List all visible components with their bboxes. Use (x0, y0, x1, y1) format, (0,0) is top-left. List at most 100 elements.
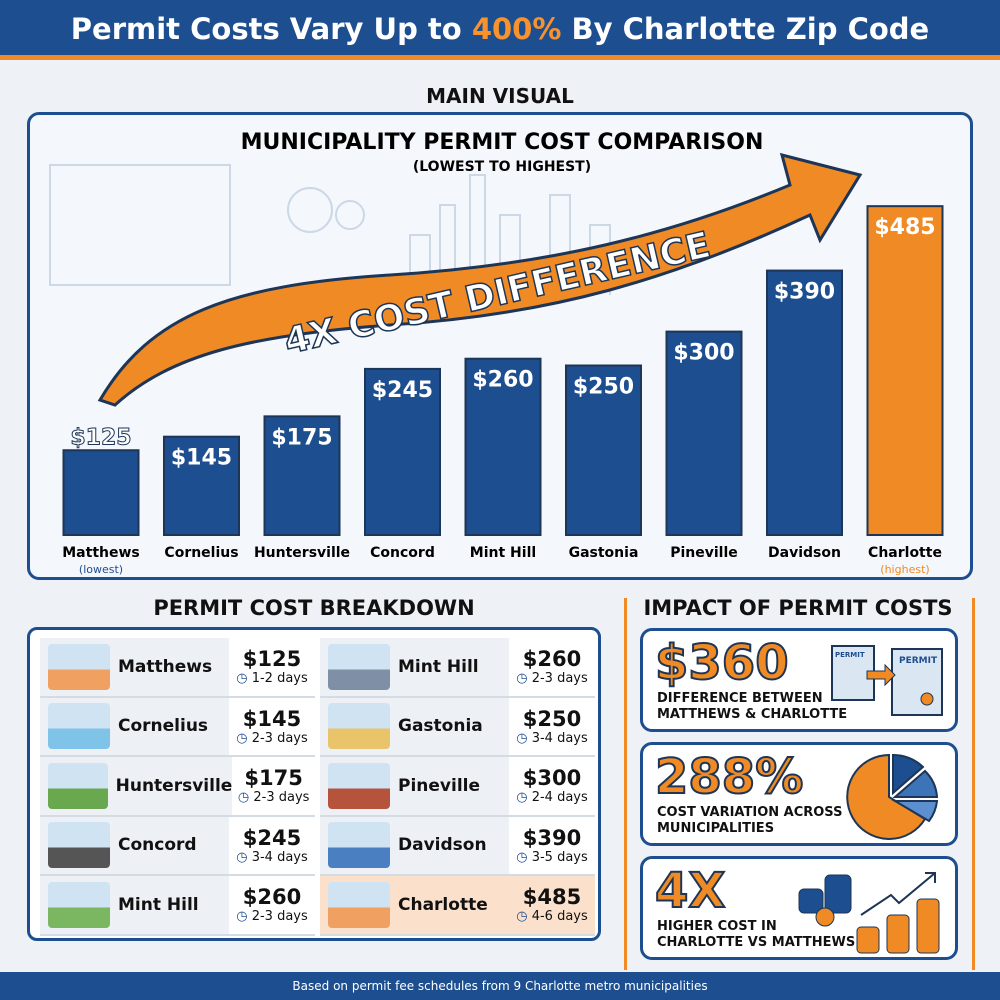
price: $260 (242, 885, 302, 910)
impact-label-line: MATTHEWS & CHARLOTTE (657, 707, 848, 722)
municipality-name: Gastonia (398, 716, 483, 737)
title-text: Permit Costs Vary Up to (70, 12, 472, 46)
bar-value-label: $485 (874, 215, 935, 240)
impact-label: COST VARIATION ACROSS MUNICIPALITIES (657, 805, 857, 837)
breakdown-column-right: Mint Hill $260 ◷ 2-3 days Gastonia $250 … (320, 638, 595, 936)
category-label: Cornelius (164, 545, 238, 561)
impact-label-line: COST VARIATION ACROSS (657, 805, 843, 820)
bar-davidson (766, 269, 843, 537)
clock-icon: ◷ (236, 909, 252, 925)
title-text-end: By Charlotte Zip Code (561, 12, 930, 46)
impact-label: HIGHER COST IN CHARLOTTE VS MATTHEWS (657, 919, 857, 951)
breakdown-title: PERMIT COST BREAKDOWN (153, 596, 475, 620)
growth-arrow (97, 152, 863, 407)
impact-card-variation: 288% COST VARIATION ACROSS MUNICIPALITIES (640, 742, 958, 846)
category-sublabel: (lowest) (79, 563, 123, 576)
bar-chart: MUNICIPALITY PERMIT COST COMPARISON (LOW… (49, 130, 944, 576)
price: $145 (242, 706, 302, 731)
municipality-name: Matthews (118, 656, 213, 677)
time-text: 1-2 days (251, 671, 308, 687)
bar-value-label: $175 (271, 425, 332, 450)
permit-label: PERMIT (835, 651, 865, 659)
impact-value: 4X (654, 862, 726, 920)
impact-label: DIFFERENCE BETWEEN MATTHEWS & CHARLOTTE (657, 691, 857, 723)
category-label: Charlotte (868, 545, 942, 561)
table-row: Gastonia $250 ◷ 3-4 days (320, 697, 595, 757)
price-cell: $145 ◷ 2-3 days (229, 697, 315, 755)
table-row: Matthews $125 ◷ 1-2 days (40, 638, 315, 698)
impact-label-line: CHARLOTTE VS MATTHEWS (657, 935, 856, 950)
municipality-icon (48, 822, 110, 869)
clock-icon: ◷ (516, 849, 532, 865)
municipality-icon (48, 643, 110, 690)
pie-chart-icon (846, 753, 939, 840)
clock-icon: ◷ (236, 730, 252, 746)
municipality-icon (328, 703, 390, 750)
municipality-name: Charlotte (398, 894, 488, 915)
bar-gastonia (565, 364, 642, 536)
bar-matthews (62, 449, 140, 536)
bar-mint-hill (464, 357, 542, 536)
processing-time: ◷ 4-6 days (509, 909, 595, 924)
price-cell: $245 ◷ 3-4 days (229, 816, 315, 874)
municipality-name: Davidson (398, 835, 487, 856)
impact-card-difference: $360 DIFFERENCE BETWEEN MATTHEWS & CHARLO… (640, 628, 958, 732)
processing-time: ◷ 2-4 days (509, 790, 595, 805)
bar-cornelius (163, 435, 240, 536)
processing-time: ◷ 3-4 days (229, 850, 315, 865)
category-label: Pineville (670, 545, 738, 561)
table-row: Concord $245 ◷ 3-4 days (40, 816, 315, 876)
municipality-icon (48, 703, 110, 750)
price: $390 (522, 825, 582, 850)
bar-value-label: $390 (774, 280, 835, 305)
permit-documents-icon: PERMIT PERMIT (831, 645, 943, 716)
price: $300 (522, 766, 582, 791)
municipality-icon (48, 762, 108, 809)
price-cell: $260 ◷ 2-3 days (229, 876, 315, 934)
permit-label: PERMIT (899, 656, 938, 666)
price-cell: $260 ◷ 2-3 days (509, 638, 595, 696)
municipality-icon (48, 881, 110, 928)
processing-time: ◷ 2-3 days (229, 909, 315, 924)
time-text: 2-3 days (531, 671, 588, 687)
price-cell: $125 ◷ 1-2 days (229, 638, 315, 696)
processing-time: ◷ 2-3 days (509, 671, 595, 686)
price-cell: $175 ◷ 2-3 days (232, 757, 315, 815)
breakdown-column-left: Matthews $125 ◷ 1-2 days Cornelius $145 … (40, 638, 315, 936)
time-text: 2-4 days (531, 790, 588, 806)
main-visual-label: MAIN VISUAL (426, 84, 574, 108)
table-row: Pineville $300 ◷ 2-4 days (320, 757, 595, 817)
processing-time: ◷ 3-5 days (509, 850, 595, 865)
municipality-name: Huntersville (115, 775, 233, 796)
time-text: 2-3 days (251, 730, 308, 746)
divider (624, 598, 627, 970)
category-sublabel: (highest) (880, 563, 929, 576)
time-text: 3-4 days (531, 730, 588, 746)
impact-label-line: MUNICIPALITIES (657, 821, 775, 836)
impact-value: $360 (654, 634, 790, 692)
category-label: Gastonia (569, 545, 639, 561)
table-row: Charlotte $485 ◷ 4-6 days (320, 876, 595, 936)
impact-label-line: HIGHER COST IN (657, 919, 777, 934)
price-cell: $300 ◷ 2-4 days (509, 757, 595, 815)
table-row: Mint Hill $260 ◷ 2-3 days (40, 876, 315, 936)
clock-icon: ◷ (237, 790, 254, 806)
time-text: 3-5 days (531, 849, 588, 865)
clock-icon: ◷ (516, 909, 532, 925)
municipality-name: Mint Hill (118, 894, 199, 915)
clock-icon: ◷ (516, 790, 532, 806)
price-cell: $250 ◷ 3-4 days (509, 697, 595, 755)
price: $260 (522, 647, 582, 672)
footer-source: Based on permit fee schedules from 9 Cha… (0, 972, 1000, 1000)
municipality-icon (328, 643, 390, 690)
bar-pineville (665, 330, 743, 536)
category-label: Mint Hill (470, 545, 536, 561)
time-text: 3-4 days (251, 849, 308, 865)
clock-icon: ◷ (516, 671, 532, 687)
price: $125 (242, 647, 302, 672)
table-row: Mint Hill $260 ◷ 2-3 days (320, 638, 595, 698)
price-cell: $485 ◷ 4-6 days (509, 876, 595, 934)
bar-concord (364, 367, 441, 536)
table-row: Davidson $390 ◷ 3-5 days (320, 816, 595, 876)
processing-time: ◷ 2-3 days (232, 790, 315, 805)
